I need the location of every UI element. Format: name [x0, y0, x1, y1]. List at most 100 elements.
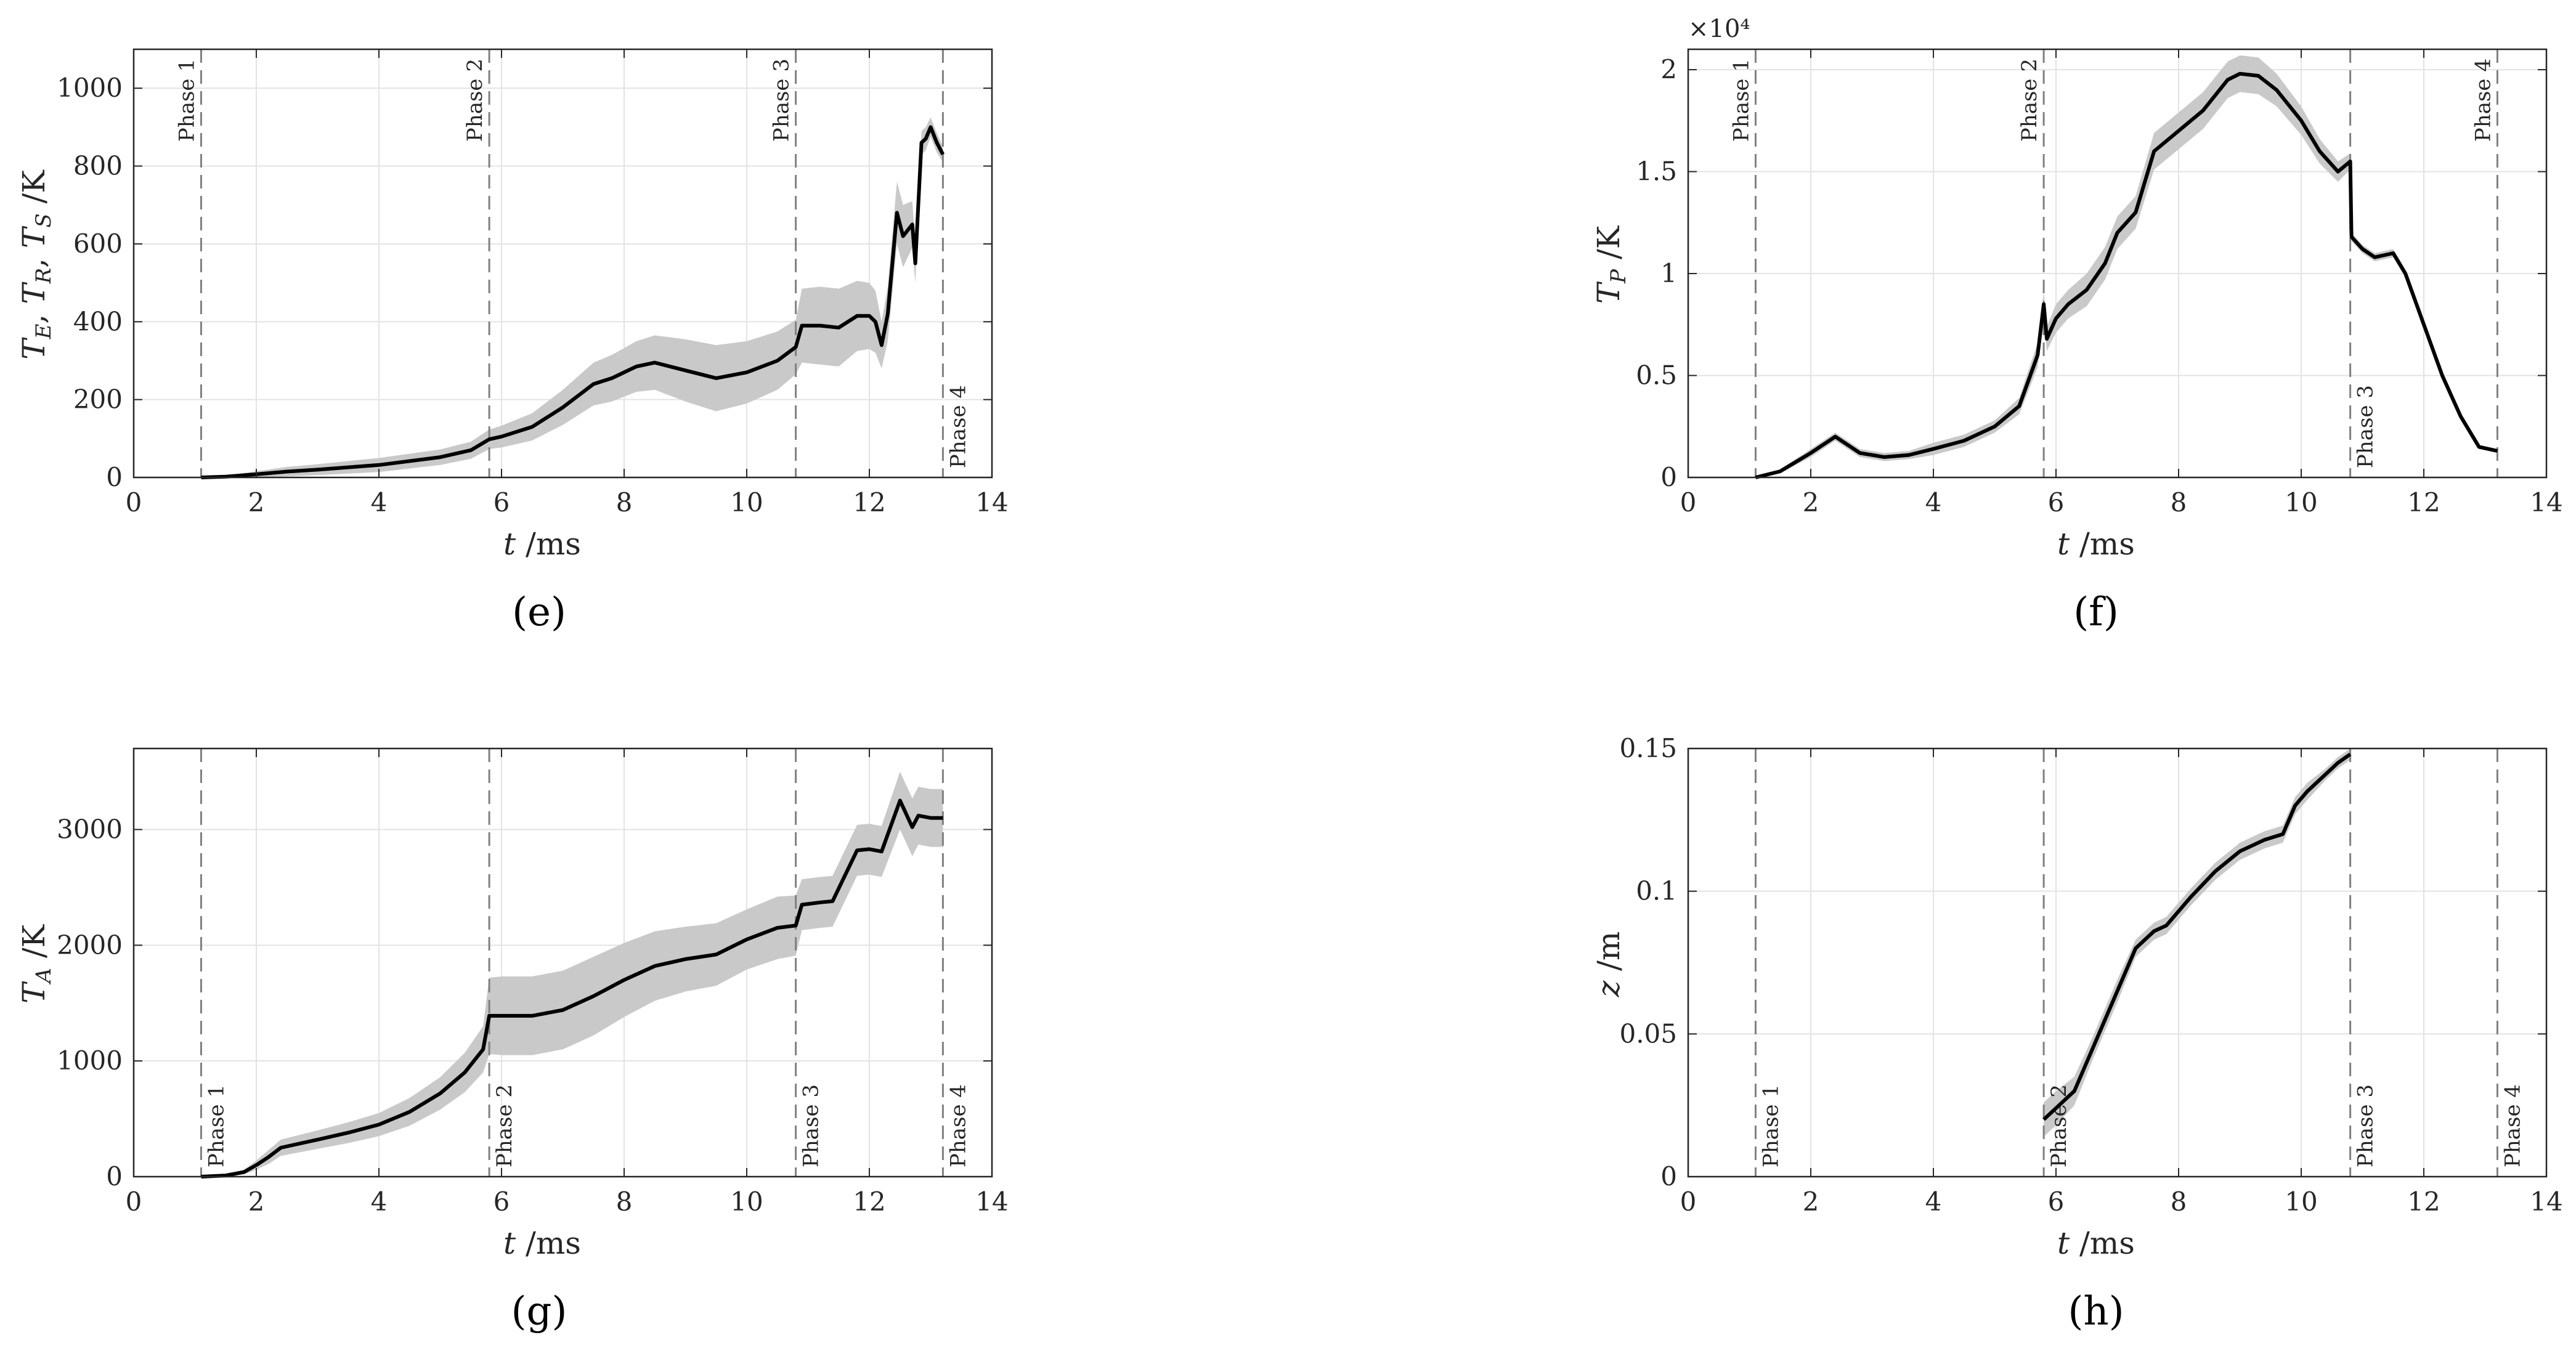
axes-frame	[132, 48, 993, 479]
axes-frame	[1687, 48, 2548, 479]
x-tick-label: 0	[126, 487, 142, 517]
caption: (f)	[2073, 590, 2119, 635]
x-tick-label: 14	[2530, 1187, 2562, 1217]
phase-label: Phase 2	[463, 59, 487, 142]
y-tick-label: 1000	[57, 1045, 123, 1076]
caption: (h)	[2068, 1289, 2124, 1334]
x-axis-label: t /ms	[2057, 526, 2135, 562]
mean-line	[1755, 71, 2498, 479]
y-tick-label: 3000	[57, 814, 123, 844]
x-tick-label: 6	[2048, 1187, 2065, 1217]
phase-label: Phase 2	[2017, 59, 2042, 142]
phase-label: Phase 1	[174, 59, 199, 142]
x-tick-label: 4	[371, 487, 388, 517]
y-tick-label: 600	[73, 229, 123, 259]
phase-label: Phase 3	[799, 1084, 824, 1167]
phase-markers: Phase 1 Phase 2 Phase 3 Phase 4	[1729, 49, 2498, 477]
x-tick-label: 8	[2171, 487, 2187, 517]
grid	[1688, 748, 2547, 1177]
x-tick-label: 6	[2048, 487, 2065, 517]
x-tick-label: 12	[2407, 487, 2440, 517]
y-tick-label: 0.05	[1619, 1018, 1677, 1049]
x-tick-label: 12	[853, 1187, 885, 1217]
data-line	[201, 798, 943, 1179]
x-tick-label: 2	[248, 1187, 265, 1217]
y-tick-label: 0	[1660, 462, 1677, 492]
x-tick-label: 2	[1803, 487, 1819, 517]
x-tick-label: 14	[975, 1187, 1008, 1217]
y-tick-label: 0.15	[1619, 733, 1677, 763]
y-axis-label: TE, TR, TS /K	[16, 169, 56, 360]
panel-e: Phase 1 Phase 2 Phase 3 Phase 4 0 2 4 6 8 10 12 14…	[16, 48, 1009, 635]
y-tick-label: 0	[106, 1161, 123, 1191]
y-tick-label: 0.5	[1636, 360, 1677, 391]
grid	[133, 749, 993, 1177]
axes: 0 2 4 6 8 10 12 14 0 0.5 1 1.5 2	[1636, 48, 2563, 517]
y-axis-label: z /m	[1591, 931, 1627, 998]
axes: 0 2 4 6 8 10 12 14 0 1000 2000 3000	[57, 747, 1009, 1217]
x-axis-label: t /ms	[503, 526, 581, 562]
x-tick-label: 4	[371, 1187, 388, 1217]
axes: 0 2 4 6 8 10 12 14 0 0.05 0.1 0.15	[1619, 733, 2562, 1217]
caption: (g)	[511, 1289, 567, 1334]
phase-label: Phase 1	[1729, 59, 1753, 142]
plot-area	[1688, 749, 2546, 1177]
data-line	[2042, 752, 2352, 1121]
x-tick-label: 14	[975, 487, 1008, 517]
panel-g: Phase 1 Phase 2 Phase 3 Phase 4 0 2 4 6 8 10 12 14…	[16, 747, 1009, 1334]
phase-label: Phase 2	[492, 1084, 517, 1167]
y-axis-label: TP /K	[1591, 225, 1631, 304]
phase-label: Phase 3	[770, 59, 794, 142]
y-tick-label: 400	[73, 306, 123, 336]
mean-line	[201, 798, 943, 1179]
phase-label: Phase 4	[2500, 1084, 2525, 1167]
y-tick-label: 0	[106, 462, 123, 492]
y-tick-label: 0	[1660, 1161, 1677, 1191]
phase-markers: Phase 1 Phase 2 Phase 3 Phase 4	[200, 749, 970, 1177]
std-band	[2044, 749, 2350, 1137]
y-tick-label: 2000	[57, 930, 123, 960]
data-line	[1755, 71, 2498, 479]
x-tick-label: 10	[2285, 487, 2317, 517]
phase-label: Phase 1	[204, 1084, 229, 1167]
panel-h: Phase 1 Phase 2 Phase 3 Phase 4 0 2 4 6 8 10 12 14…	[1591, 733, 2563, 1334]
mean-line	[2042, 752, 2352, 1121]
x-tick-label: 2	[248, 487, 265, 517]
mean-line	[201, 125, 945, 479]
data-line	[201, 125, 945, 479]
x-tick-label: 0	[1680, 1187, 1697, 1217]
std-band	[201, 117, 943, 478]
axes: 0 2 4 6 8 10 12 14 0 200 400 600 800 1000	[57, 48, 1009, 517]
plot-area	[134, 749, 992, 1177]
axes-frame	[132, 747, 993, 1178]
grid	[1688, 49, 2547, 478]
y-tick-label: 800	[73, 151, 123, 181]
x-tick-label: 10	[2285, 1187, 2317, 1217]
y-tick-label: 1	[1660, 258, 1677, 288]
x-tick-label: 6	[494, 1187, 510, 1217]
x-tick-label: 10	[730, 1187, 763, 1217]
uncertainty-band	[2044, 749, 2350, 1137]
caption: (e)	[512, 590, 566, 635]
x-axis-label: t /ms	[503, 1225, 581, 1261]
x-tick-label: 0	[1680, 487, 1697, 517]
x-tick-label: 0	[126, 1187, 142, 1217]
x-tick-label: 4	[1925, 1187, 1942, 1217]
uncertainty-band	[201, 771, 943, 1177]
x-axis-label: t /ms	[2057, 1225, 2135, 1261]
y-tick-label: 200	[73, 384, 123, 415]
phase-label: Phase 4	[2471, 59, 2495, 142]
x-tick-label: 12	[2407, 1187, 2440, 1217]
y-tick-label: 1.5	[1636, 156, 1677, 187]
x-tick-label: 2	[1803, 1187, 1819, 1217]
x-tick-label: 8	[616, 487, 633, 517]
phase-label: Phase 4	[946, 1084, 970, 1167]
phase-label: Phase 1	[1758, 1084, 1783, 1167]
x-tick-label: 12	[853, 487, 885, 517]
y-multiplier: ×10⁴	[1688, 15, 1750, 43]
phase-label: Phase 3	[2354, 385, 2378, 468]
x-tick-label: 8	[2171, 1187, 2187, 1217]
plot-area	[1688, 49, 2546, 477]
x-tick-label: 14	[2530, 487, 2562, 517]
